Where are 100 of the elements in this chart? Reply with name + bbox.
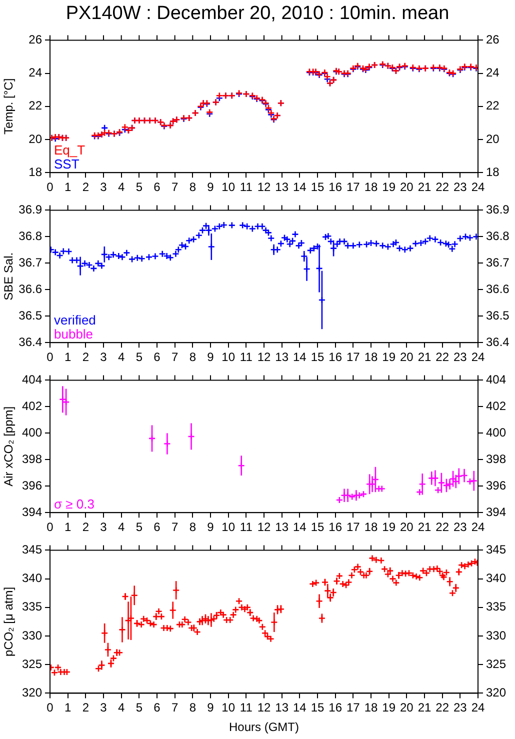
x-tick-label: 15: [310, 700, 324, 715]
x-tick-label: 15: [310, 520, 324, 534]
x-tick-label: 9: [207, 520, 214, 534]
x-tick-label: 19: [382, 180, 396, 194]
x-tick-label: 20: [400, 700, 414, 715]
y-tick-label: 396: [22, 478, 42, 492]
x-tick-label: 6: [154, 700, 161, 715]
x-tick-label: 24: [471, 520, 485, 534]
x-tick-label: 11: [240, 350, 253, 364]
x-tick-label: 9: [207, 180, 214, 194]
y2-tick-label: 36.7: [486, 255, 510, 270]
x-tick-label: 7: [171, 520, 178, 534]
x-tick-label: 11: [240, 520, 253, 534]
y-tick-label: 325: [22, 656, 42, 671]
x-tick-label: 12: [257, 700, 271, 715]
x-tick-label: 14: [292, 180, 307, 194]
x-tick-label: 19: [382, 350, 396, 364]
chart-title: PX140W : December 20, 2010 : 10min. mean: [64, 2, 450, 26]
y-tick-label: 340: [22, 571, 42, 586]
series-label: SST: [54, 156, 80, 172]
x-tick-label: 18: [364, 700, 378, 715]
y2-tick-label: 345: [486, 542, 506, 557]
x-tick-label: 20: [400, 180, 414, 194]
y2-tick-label: 18: [486, 164, 500, 179]
x-tick-label: 15: [310, 180, 324, 194]
y2-tick-label: 335: [486, 600, 506, 614]
legend-label: bubble: [54, 326, 94, 342]
x-tick-label: 14: [292, 700, 307, 715]
y-axis-title: pCO₂ [μ atm]: [2, 586, 16, 656]
x-tick-label: 13: [275, 350, 289, 364]
x-tick-label: 23: [453, 350, 468, 364]
x-tick-label: 24: [471, 180, 485, 194]
x-tick-label: 6: [154, 180, 161, 194]
y-tick-label: 345: [22, 542, 42, 557]
y-tick-label: 394: [22, 504, 42, 519]
x-tick-label: 21: [418, 350, 432, 364]
x-tick-label: 17: [346, 520, 360, 534]
y2-tick-label: 398: [486, 452, 506, 466]
x-tick-label: 13: [275, 520, 289, 534]
y-tick-label: 36.5: [18, 308, 42, 322]
x-tick-label: 1: [64, 180, 72, 194]
x-tick-label: 14: [292, 520, 307, 534]
x-tick-label: 9: [207, 350, 214, 364]
x-tick-label: 19: [382, 520, 396, 534]
x-tick-label: 2: [82, 520, 90, 534]
x-tick-label: 16: [328, 700, 342, 715]
x-tick-label: 7: [171, 700, 178, 715]
y2-tick-label: 36.4: [486, 334, 510, 349]
x-tick-label: 6: [154, 350, 161, 364]
x-tick-label: 3: [100, 180, 108, 194]
y-tick-label: 20: [28, 132, 42, 146]
y2-tick-label: 36.8: [486, 228, 510, 243]
series-label: Eq_T: [54, 142, 86, 158]
x-tick-label: 8: [189, 520, 196, 534]
x-tick-label: 5: [136, 700, 143, 715]
x-tick-label: 16: [328, 350, 342, 364]
x-tick-label: 10: [222, 700, 236, 715]
x-tick-label: 4: [118, 520, 125, 534]
x-tick-label: 3: [100, 350, 108, 364]
y2-tick-label: 320: [486, 686, 506, 700]
y-tick-label: 398: [22, 452, 42, 466]
x-tick-label: 23: [453, 180, 468, 194]
x-tick-label: 12: [257, 350, 271, 364]
x-tick-label: 13: [275, 180, 289, 194]
x-tick-label: 24: [471, 350, 485, 364]
y2-tick-label: 396: [486, 478, 506, 492]
x-tick-label: 2: [82, 350, 90, 364]
y2-tick-label: 402: [486, 398, 506, 413]
x-tick-label: 3: [100, 520, 108, 534]
x-tick-label: 11: [240, 180, 253, 194]
x-tick-label: 18: [364, 350, 378, 364]
x-tick-label: 2: [82, 700, 90, 715]
x-tick-label: 17: [346, 700, 360, 715]
x-tick-label: 0: [46, 350, 54, 364]
x-tick-label: 21: [418, 180, 432, 194]
y2-tick-label: 24: [486, 66, 500, 80]
text: σ ≥ 0.3: [54, 496, 94, 512]
y2-tick-label: 36.6: [486, 282, 510, 296]
x-tick-label: 4: [118, 350, 125, 364]
x-tick-label: 10: [222, 180, 236, 194]
y2-tick-label: 36.9: [486, 202, 510, 217]
y2-tick-label: 20: [486, 132, 500, 146]
x-tick-label: 11: [240, 700, 253, 715]
x-tick-label: 8: [189, 350, 196, 364]
x-tick-label: 16: [328, 520, 342, 534]
x-tick-label: 7: [171, 350, 178, 364]
x-tick-label: 4: [118, 180, 125, 194]
x-tick-label: 5: [136, 180, 143, 194]
y-tick-label: 24: [28, 66, 42, 80]
x-tick-label: 23: [453, 520, 468, 534]
y-axis-title: SBE Sal.: [2, 252, 16, 300]
x-tick-label: 0: [46, 700, 54, 715]
y-tick-label: 18: [28, 164, 42, 179]
y2-tick-label: 22: [486, 98, 500, 113]
x-tick-label: 2: [82, 180, 90, 194]
y-tick-label: 400: [22, 425, 42, 440]
x-tick-label: 20: [400, 350, 414, 364]
y-tick-label: 335: [22, 600, 42, 614]
x-tick-label: 19: [382, 700, 396, 715]
x-tick-label: 13: [275, 700, 289, 715]
